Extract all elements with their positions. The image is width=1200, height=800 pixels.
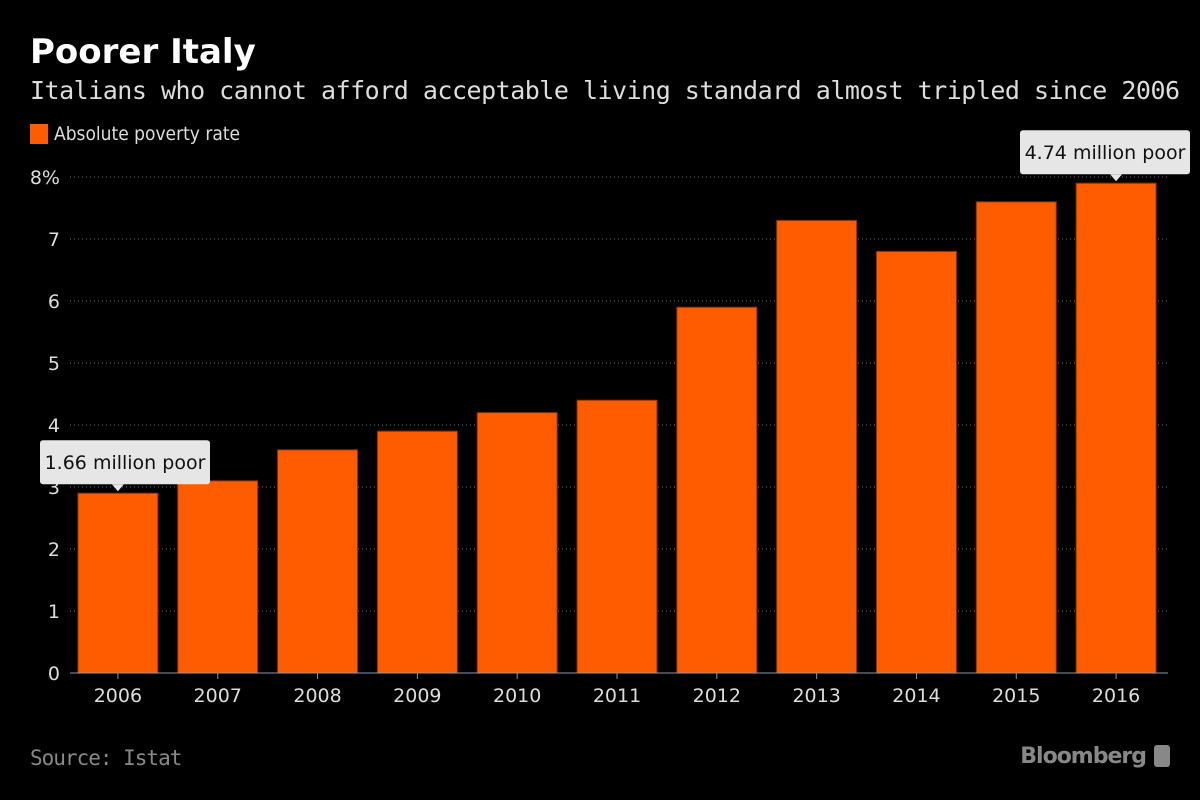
legend-label: Absolute poverty rate: [54, 123, 241, 145]
x-tick-label: 2014: [892, 685, 940, 707]
y-tick-label: 2: [48, 539, 60, 561]
bar-2011: [576, 399, 658, 674]
bar-2012: [676, 306, 758, 674]
y-tick-label: 6: [48, 291, 60, 313]
annotation-box: [1020, 130, 1190, 175]
annotation-box: [40, 440, 210, 485]
y-tick-label: 1: [48, 601, 60, 623]
legend: Absolute poverty rate: [30, 123, 240, 145]
annotation-label: 1.66 million poor: [45, 452, 206, 474]
bar-2014: [875, 250, 957, 674]
annotation-label: 4.74 million poor: [1025, 142, 1186, 164]
y-tick-label: 0: [48, 663, 60, 685]
x-tick-label: 2015: [992, 685, 1040, 707]
annotation-pointer: [1110, 174, 1123, 182]
annotation-pointer: [111, 484, 124, 492]
x-tick-label: 2016: [1092, 685, 1140, 707]
x-tick-label: 2008: [293, 685, 341, 707]
x-tick-label: 2009: [393, 685, 441, 707]
bar-2015: [975, 201, 1057, 674]
bar-2008: [277, 449, 359, 674]
bar-2010: [476, 412, 558, 674]
brand-logo: Bloomberg: [1020, 744, 1147, 769]
legend-swatch: [30, 124, 48, 144]
x-tick-label: 2010: [493, 685, 541, 707]
x-tick-label: 2011: [593, 685, 641, 707]
bar-2009: [376, 430, 458, 674]
source-note: Source: Istat: [30, 746, 182, 770]
bar-2016: [1075, 182, 1157, 674]
y-tick-label: 5: [48, 353, 60, 375]
bar-2013: [776, 219, 858, 674]
y-tick-label: 7: [48, 229, 60, 251]
bar-2006: [77, 492, 159, 674]
bloomberg-chart-icon: [1154, 745, 1170, 767]
x-tick-label: 2012: [693, 685, 741, 707]
y-tick-label: 4: [48, 415, 60, 437]
chart-title: Poorer Italy: [30, 32, 256, 72]
x-tick-label: 2007: [194, 685, 242, 707]
y-tick-label: 8%: [30, 167, 60, 189]
x-tick-label: 2006: [94, 685, 142, 707]
bar-2007: [177, 480, 259, 674]
chart-subtitle: Italians who cannot afford acceptable li…: [30, 76, 1180, 105]
x-tick-label: 2013: [792, 685, 840, 707]
